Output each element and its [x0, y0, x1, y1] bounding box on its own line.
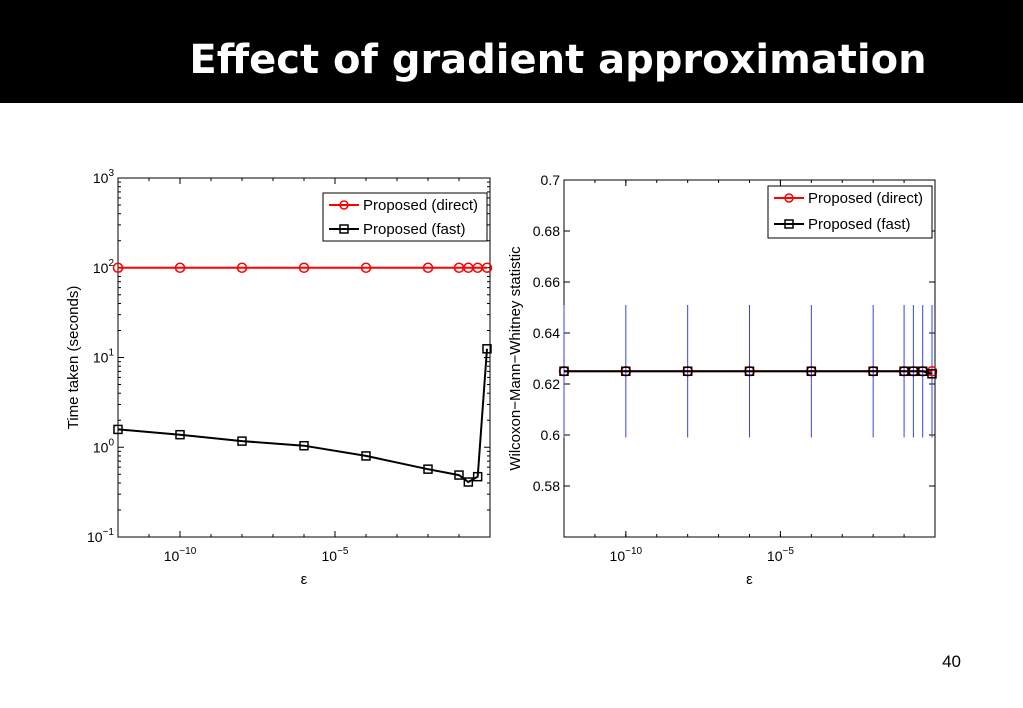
- data-point: [299, 440, 309, 451]
- y-axis-label: Time taken (seconds): [65, 286, 82, 430]
- y-tick-label: 101: [93, 348, 115, 366]
- x-axis-label: ε: [746, 571, 753, 588]
- x-tick-label: 10−5: [767, 546, 794, 564]
- legend-marker: [339, 200, 349, 210]
- data-point: [559, 366, 569, 376]
- y-tick-label: 0.58: [533, 478, 560, 494]
- data-point: [744, 366, 755, 376]
- legend-label: Proposed (fast): [808, 216, 911, 233]
- legend-marker: [339, 224, 349, 234]
- data-point: [423, 464, 433, 474]
- y-tick-label: 0.64: [533, 325, 560, 341]
- data-point: [621, 366, 631, 376]
- data-point: [422, 262, 434, 273]
- data-point: [175, 429, 185, 440]
- x-axis-label: ε: [301, 571, 308, 588]
- data-point: [806, 366, 817, 376]
- y-tick-label: 0.6: [541, 427, 561, 443]
- data-point: [917, 366, 928, 376]
- y-tick-label: 102: [93, 258, 115, 276]
- data-point: [899, 366, 909, 376]
- data-point: [454, 470, 464, 480]
- y-axis-label: Wilcoxon−Mann−Whitney statistic: [507, 246, 524, 471]
- data-point: [298, 262, 310, 273]
- x-tick-label: 10−10: [164, 546, 197, 564]
- legend-label: Proposed (direct): [808, 190, 923, 207]
- data-point: [237, 436, 247, 446]
- x-tick-label: 10−5: [322, 546, 349, 564]
- y-tick-label: 10−1: [87, 527, 114, 545]
- legend-label: Proposed (direct): [363, 197, 478, 214]
- legend-label: Proposed (fast): [363, 221, 466, 238]
- data-point: [682, 366, 693, 376]
- legend-box: [322, 192, 488, 242]
- legend-box: [767, 185, 933, 239]
- data-point: [360, 262, 372, 273]
- page-number: 40: [942, 652, 961, 671]
- y-tick-label: 103: [93, 168, 115, 186]
- legend-marker: [784, 219, 794, 229]
- data-point: [868, 366, 878, 376]
- data-point: [463, 477, 474, 487]
- data-point: [481, 262, 493, 273]
- data-point: [472, 471, 483, 482]
- y-tick-label: 0.7: [541, 172, 561, 188]
- y-tick-label: 0.66: [533, 274, 560, 290]
- title-bar: [0, 0, 1023, 103]
- data-point: [174, 262, 186, 273]
- x-tick-label: 10−10: [610, 546, 643, 564]
- data-point: [482, 344, 492, 354]
- y-tick-label: 0.62: [533, 376, 560, 392]
- y-tick-label: 0.68: [533, 223, 560, 239]
- data-point: [908, 366, 919, 376]
- data-point: [927, 369, 937, 379]
- data-point: [112, 262, 124, 273]
- data-point: [236, 262, 248, 273]
- slide-title: Effect of gradient approximation: [189, 37, 927, 83]
- data-point: [113, 424, 123, 435]
- data-point: [361, 451, 371, 461]
- y-tick-label: 100: [93, 437, 115, 455]
- legend-marker: [784, 193, 794, 203]
